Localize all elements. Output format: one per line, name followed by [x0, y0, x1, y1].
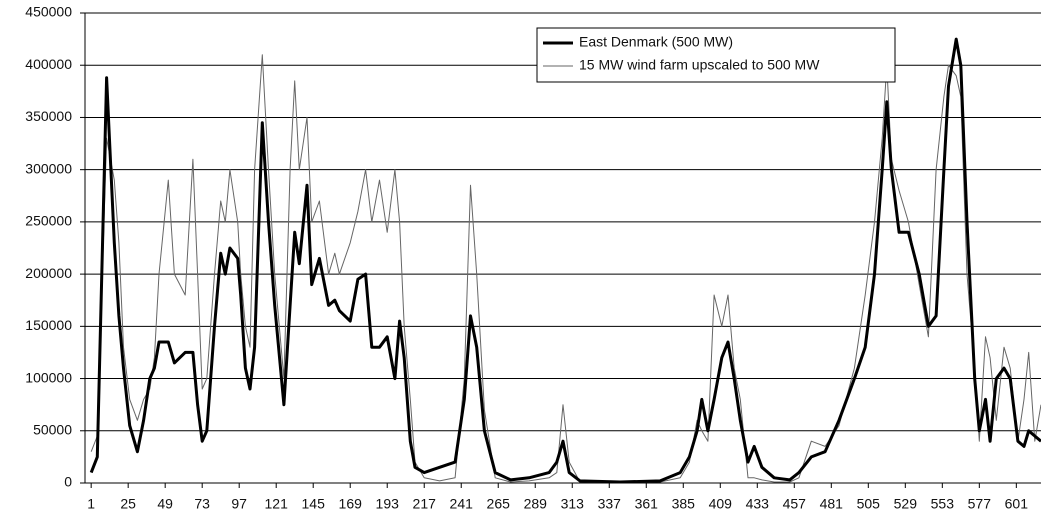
y-tick-label: 0: [64, 474, 72, 490]
x-tick-label: 49: [157, 496, 173, 512]
x-tick-label: 97: [231, 496, 247, 512]
x-tick-label: 217: [413, 496, 437, 512]
y-tick-label: 450000: [25, 4, 72, 20]
x-tick-label: 337: [598, 496, 622, 512]
x-tick-label: 193: [376, 496, 400, 512]
legend-box: [536, 27, 896, 83]
x-tick-label: 145: [302, 496, 326, 512]
x-tick-label: 73: [194, 496, 210, 512]
y-tick-label: 50000: [33, 421, 72, 437]
y-tick-label: 400000: [25, 56, 72, 72]
series-line: [89, 37, 1041, 484]
y-tick-label: 100000: [25, 369, 72, 385]
y-tick-label: 300000: [25, 160, 72, 176]
x-tick-label: 1: [87, 496, 95, 512]
series-line: [90, 54, 1041, 483]
x-tick-label: 265: [487, 496, 511, 512]
x-tick-label: 457: [783, 496, 807, 512]
x-tick-label: 481: [820, 496, 844, 512]
x-tick-label: 505: [857, 496, 881, 512]
legend-label: 15 MW wind farm upscaled to 500 MW: [579, 57, 820, 73]
y-tick-label: 150000: [25, 317, 72, 333]
x-tick-label: 553: [931, 496, 955, 512]
x-tick-label: 385: [672, 496, 696, 512]
x-tick-label: 289: [524, 496, 548, 512]
y-tick-label: 350000: [25, 108, 72, 124]
x-tick-label: 121: [265, 496, 289, 512]
legend-label: East Denmark (500 MW): [579, 34, 733, 50]
x-tick-label: 529: [894, 496, 918, 512]
x-tick-label: 361: [635, 496, 659, 512]
x-tick-label: 241: [450, 496, 474, 512]
x-tick-label: 313: [561, 496, 585, 512]
x-tick-label: 577: [968, 496, 992, 512]
x-tick-label: 433: [746, 496, 770, 512]
y-tick-label: 250000: [25, 213, 72, 229]
x-tick-label: 169: [339, 496, 363, 512]
x-tick-label: 409: [709, 496, 733, 512]
x-tick-label: 25: [120, 496, 136, 512]
x-tick-label: 601: [1005, 496, 1029, 512]
y-tick-label: 200000: [25, 265, 72, 281]
